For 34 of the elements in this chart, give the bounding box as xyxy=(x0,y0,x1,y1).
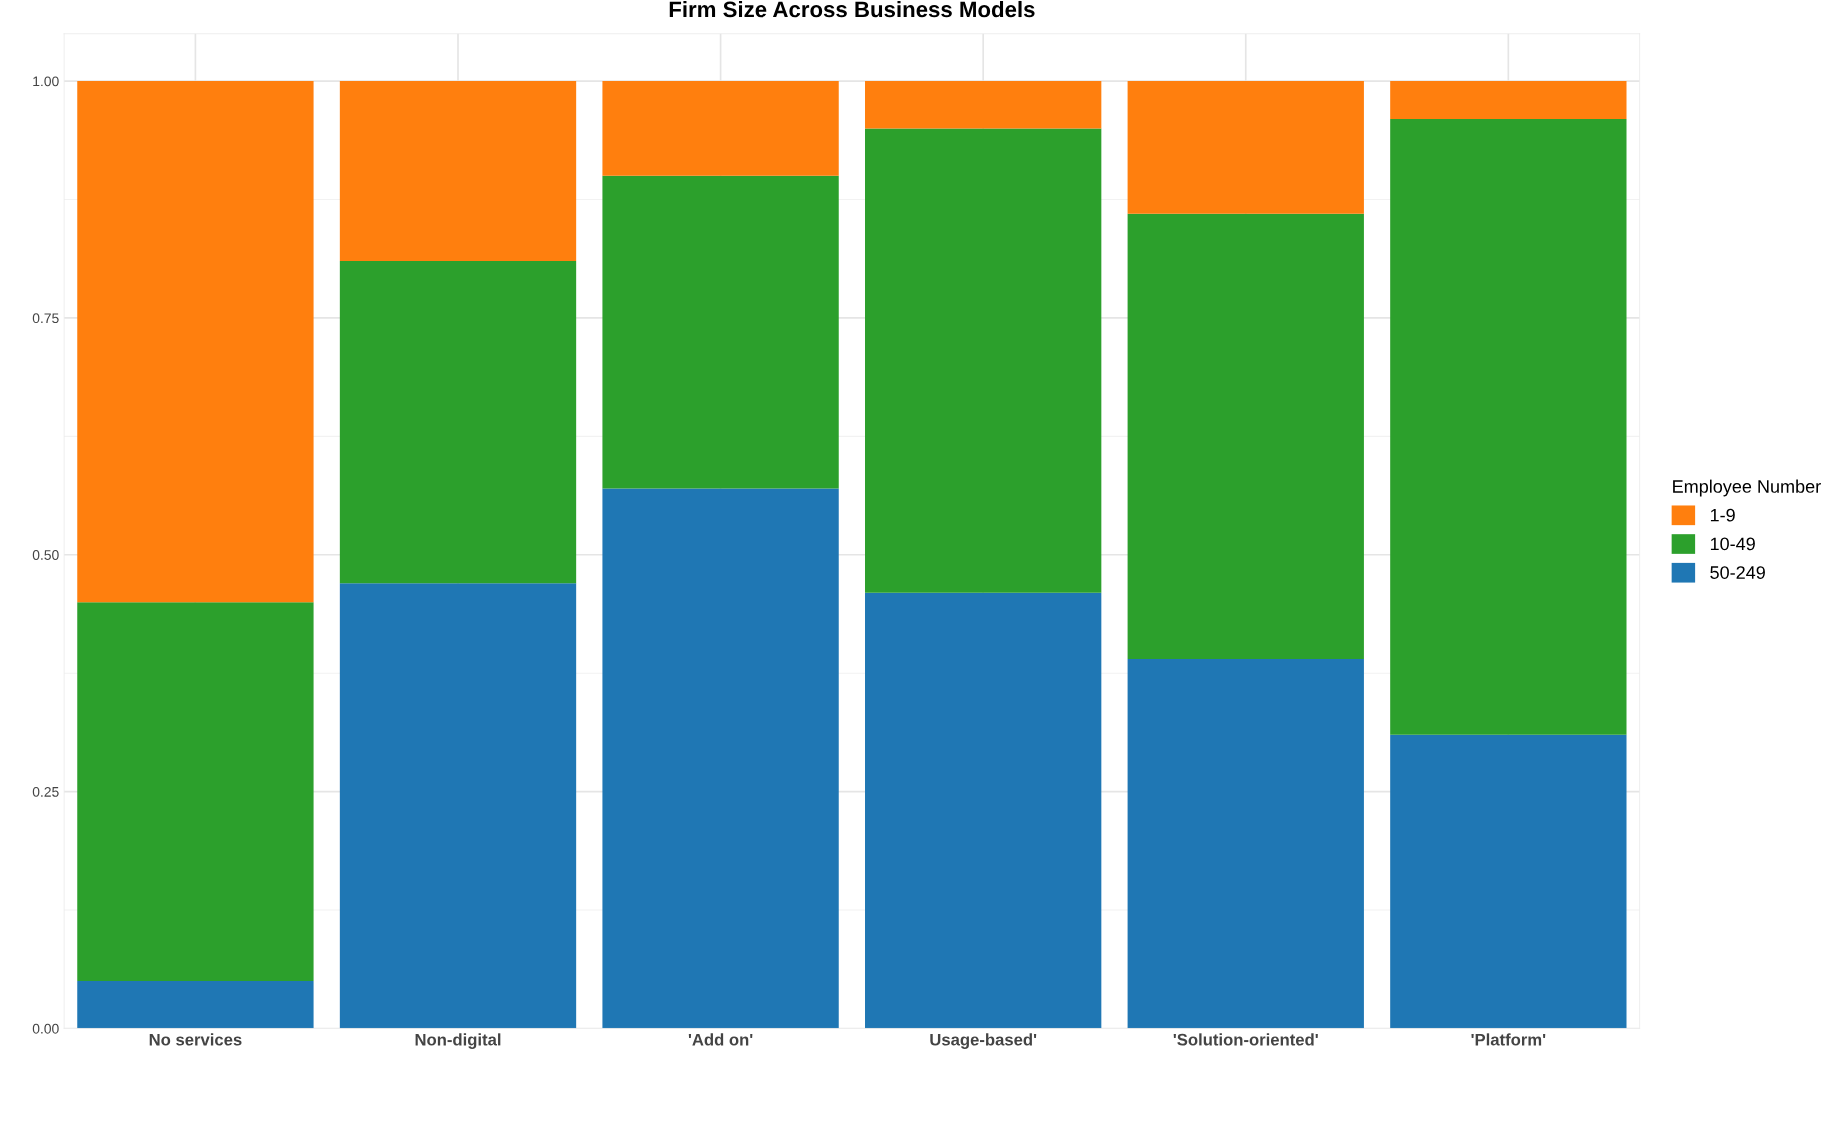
x-tick-label: Usage-based' xyxy=(930,1033,1037,1049)
bar xyxy=(1390,81,1627,119)
bar xyxy=(602,175,839,489)
y-tick-label: 0.25 xyxy=(32,786,59,797)
y-tick-label: 0.00 xyxy=(32,1023,59,1034)
chart-title: Firm Size Across Business Models xyxy=(669,0,1035,18)
legend-label: 50-249 xyxy=(1710,566,1765,579)
bar xyxy=(77,81,314,603)
bar xyxy=(1127,658,1364,1029)
y-tick-label: 0.75 xyxy=(32,313,59,324)
bar xyxy=(1127,213,1364,659)
bar xyxy=(865,81,1102,129)
bar xyxy=(1390,118,1627,735)
bar xyxy=(602,81,839,176)
legend-title: Employee Number xyxy=(1673,479,1821,497)
x-tick-label: Non-digital xyxy=(415,1033,501,1049)
bar xyxy=(77,602,314,982)
bar xyxy=(77,981,314,1029)
bar xyxy=(339,583,577,1029)
x-tick-label: No services xyxy=(149,1033,242,1046)
bar xyxy=(865,592,1102,1029)
bar xyxy=(602,488,839,1029)
x-tick-label: 'Platform' xyxy=(1471,1033,1546,1046)
bar xyxy=(865,128,1102,593)
bar xyxy=(1127,81,1364,214)
bar xyxy=(339,81,577,262)
y-tick-label: 0.50 xyxy=(32,550,59,560)
y-tick-label: 1.00 xyxy=(33,76,59,87)
x-tick-label: 'Solution-oriented' xyxy=(1173,1033,1318,1046)
legend-label: 10-49 xyxy=(1710,537,1755,551)
x-tick-label: 'Add on' xyxy=(688,1033,753,1046)
bar xyxy=(339,261,577,584)
bar xyxy=(1390,734,1627,1029)
legend-label: 1-9 xyxy=(1710,508,1735,522)
